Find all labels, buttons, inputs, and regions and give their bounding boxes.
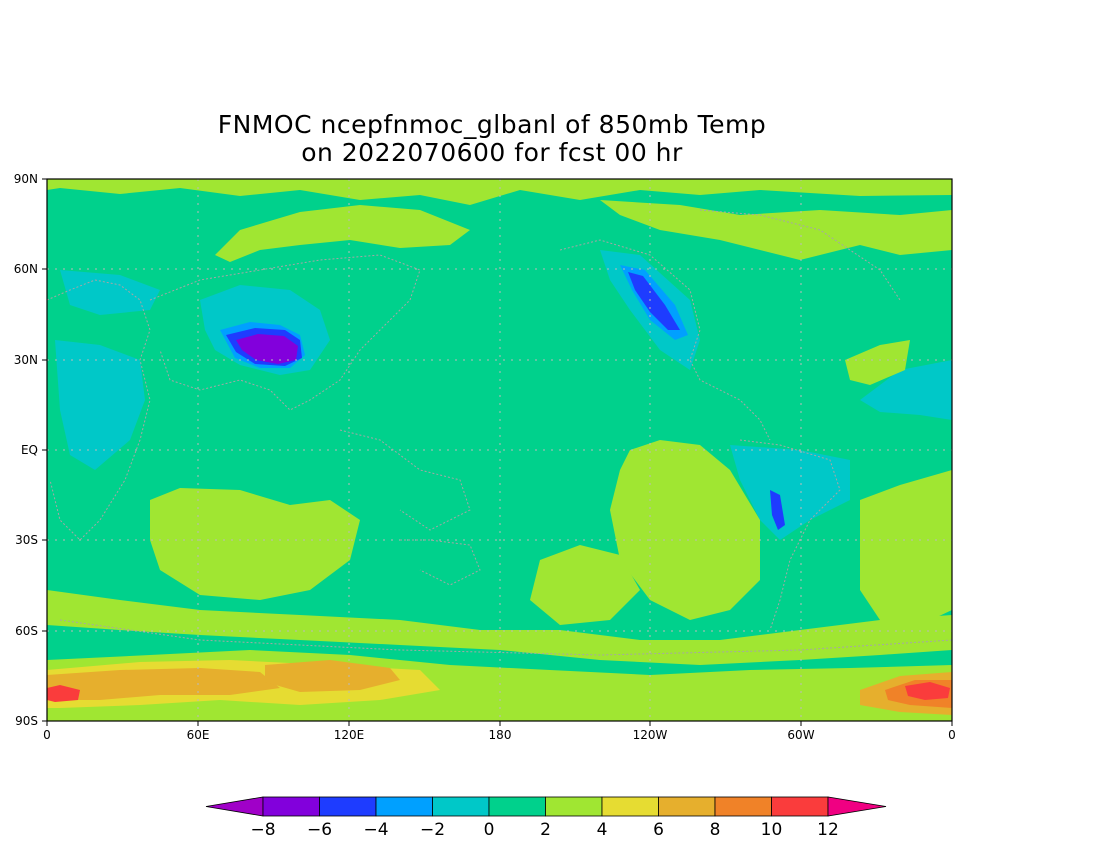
field-south-america-cool [730, 445, 850, 540]
lon-tick-label: 120E [334, 728, 365, 742]
lat-tick-label: 60S [15, 624, 38, 638]
colorbar-swatch [714, 796, 772, 817]
field-south-indian-warm [150, 488, 360, 600]
coastlines [47, 209, 952, 656]
field-atlantic-cool [860, 360, 952, 420]
colorbar-swatch [658, 796, 716, 817]
colorbar-label: 10 [761, 820, 783, 840]
field-tibet-cold-3 [236, 334, 298, 364]
lon-tick-label: 120W [633, 728, 668, 742]
colorbar-swatch [432, 796, 490, 817]
field-antarctic-orange [47, 668, 280, 700]
field-north-america-north [600, 200, 952, 260]
colorbar-label: −2 [420, 820, 445, 840]
colorbar-label: 0 [484, 820, 495, 840]
colorbar-label: 6 [653, 820, 664, 840]
colorbar-swatch [262, 796, 320, 817]
colorbar-label: −8 [250, 820, 275, 840]
lat-tick-label: 90N [14, 172, 38, 186]
colorbar-arrow-high [827, 796, 887, 817]
colorbar-swatch [771, 796, 829, 817]
field-south-midpacific-warm [530, 545, 640, 625]
lon-tick-label: 0 [43, 728, 51, 742]
lat-tick-label: 30N [14, 353, 38, 367]
field-arctic-band [47, 179, 952, 205]
chart-title-line-2: on 2022070600 for fcst 00 hr [301, 138, 683, 167]
temperature-field [47, 179, 952, 721]
field-africa-cool [55, 340, 145, 470]
lat-tick-label: 90S [15, 714, 38, 728]
field-rockies-colder [628, 272, 680, 330]
colorbar-label: 2 [540, 820, 551, 840]
colorbar-label: −4 [363, 820, 388, 840]
colorbar-swatch [375, 796, 433, 817]
lon-axis [46, 721, 953, 726]
field-antarctic-east-red [905, 682, 950, 700]
lat-tick-label: 30S [15, 533, 38, 547]
lon-tick-label: 60W [787, 728, 814, 742]
chart-title-line-1: FNMOC ncepfnmoc_glbanl of 850mb Temp [217, 110, 767, 139]
field-antarctic-orange-2 [265, 660, 400, 692]
lat-tick-labels: 90N 60N 30N EQ 30S 60S 90S [14, 172, 38, 728]
colorbar-label: 8 [710, 820, 721, 840]
colorbar-swatch [488, 796, 546, 817]
lon-tick-label: 60E [187, 728, 210, 742]
lon-tick-label: 0 [948, 728, 956, 742]
lon-tick-label: 180 [489, 728, 512, 742]
colorbar-label: 4 [597, 820, 608, 840]
colorbar-swatch [601, 796, 659, 817]
lat-tick-label: EQ [21, 443, 38, 457]
lat-tick-label: 60N [14, 262, 38, 276]
colorbar-swatch [319, 796, 377, 817]
colorbar-swatch [545, 796, 603, 817]
colorbar-arrow-low [205, 796, 264, 817]
colorbar-label: −6 [307, 820, 332, 840]
field-west-europe-cool [60, 270, 160, 315]
field-andes-cold [770, 490, 785, 530]
colorbar: −8 −6 −4 −2 0 2 4 6 8 10 12 [205, 796, 887, 840]
lat-axis [42, 178, 47, 722]
field-antarctic-west-red [47, 685, 80, 702]
field-eurasia-north [215, 205, 470, 262]
lon-tick-labels: 0 60E 120E 180 120W 60W 0 [43, 728, 956, 742]
field-south-atlantic-warm [860, 470, 952, 625]
field-atlantic-warm [845, 340, 910, 385]
field-south-pacific-warm [610, 440, 760, 620]
colorbar-label: 12 [817, 820, 839, 840]
field-south-band-warm [47, 590, 952, 665]
